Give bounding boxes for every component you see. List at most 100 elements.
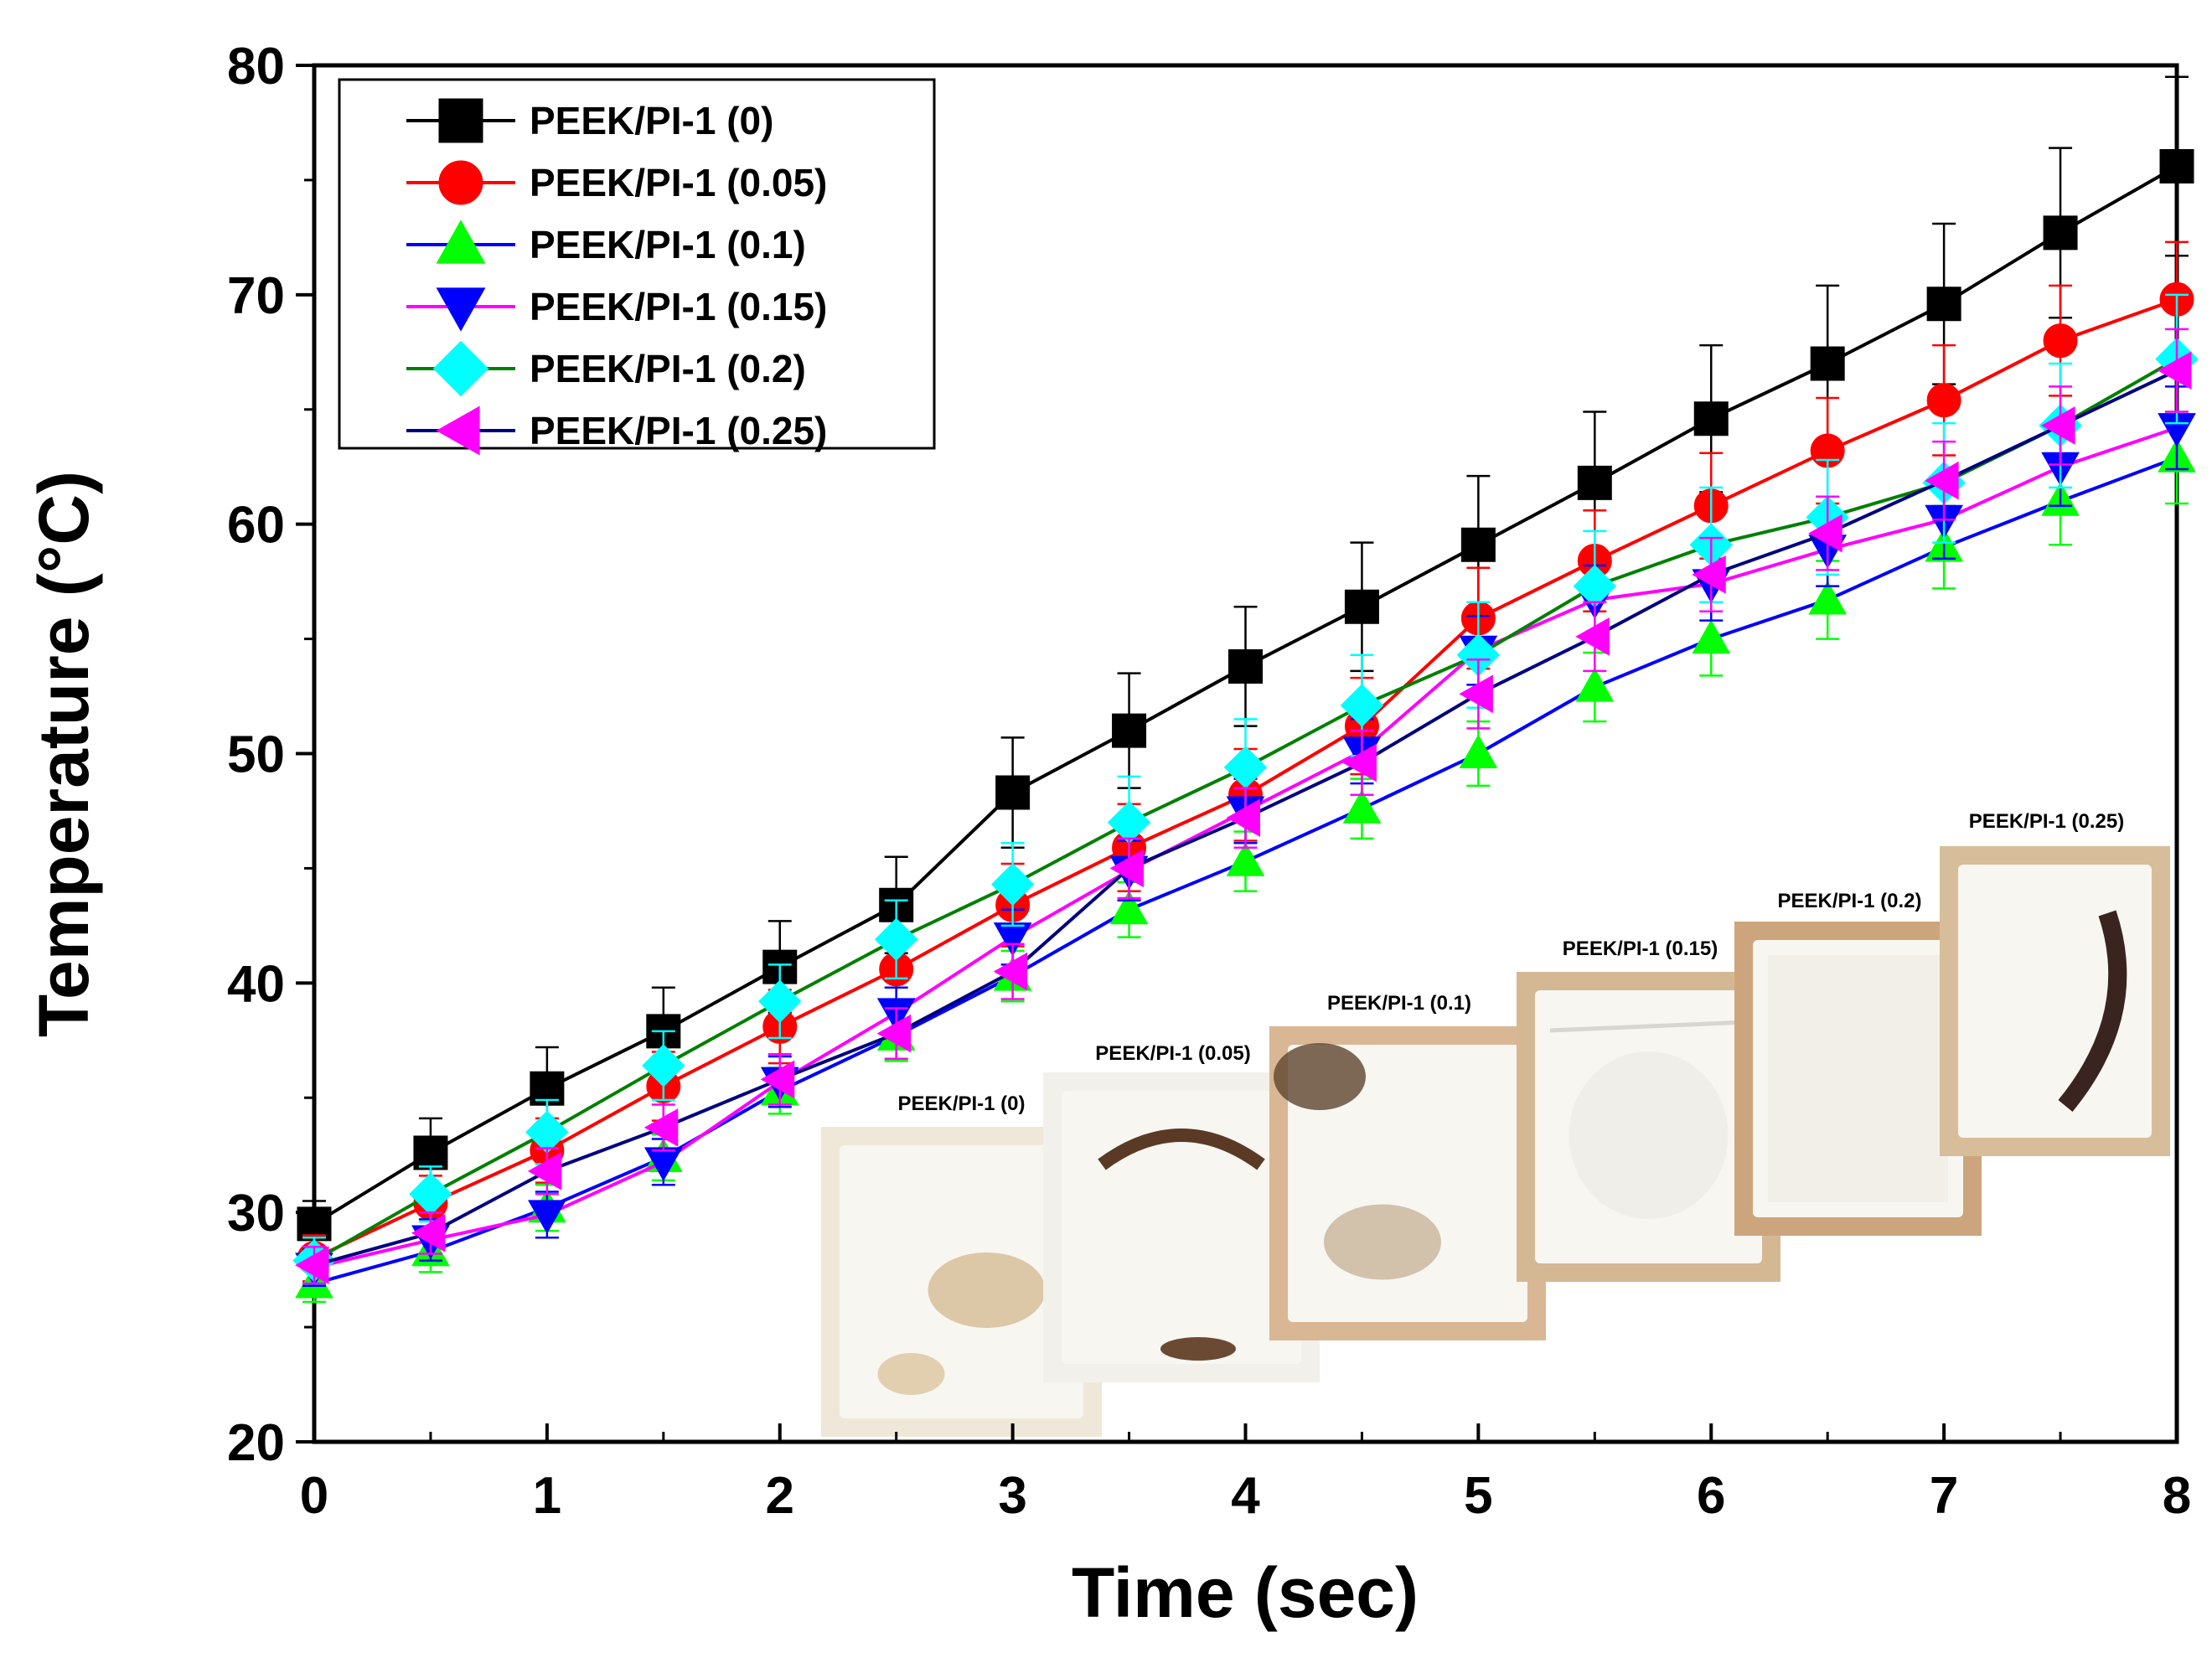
legend-entry: PEEK/PI-1 (0.05) [406,160,827,205]
sample-photo [1269,1026,1546,1340]
data-point [2043,323,2078,359]
legend-label: PEEK/PI-1 (0.1) [530,223,806,266]
data-point [1228,648,1263,684]
data-point [411,1213,446,1253]
data-point [1226,842,1265,876]
data-point [643,1108,679,1147]
y-tick-label: 40 [227,955,285,1013]
y-tick-label: 70 [227,267,285,325]
legend-marker [436,405,480,456]
y-tick-label: 60 [227,497,285,555]
x-tick-label: 3 [998,1467,1026,1525]
legend-marker [432,340,489,397]
data-point [294,1246,329,1285]
data-point [2043,215,2078,251]
data-point [993,952,1028,991]
data-point [1577,465,1612,500]
photo-label: PEEK/PI-1 (0.15) [1563,937,1718,960]
data-point [2159,148,2194,183]
data-point [1344,589,1379,624]
photo-label: PEEK/PI-1 (0.05) [1095,1042,1250,1065]
photo-label: PEEK/PI-1 (0.25) [1969,810,2124,833]
data-point [1575,668,1615,702]
photo-label: PEEK/PI-1 (0.2) [1777,890,1921,912]
y-tick-label: 30 [227,1185,285,1242]
data-point [1340,684,1384,727]
data-point [413,1135,448,1170]
data-point [1112,713,1147,748]
data-point [758,979,802,1023]
sample-photo [1940,846,2170,1156]
legend-label: PEEK/PI-1 (0.05) [530,161,827,204]
x-tick-label: 6 [1697,1467,1725,1525]
legend-label: PEEK/PI-1 (0.2) [530,347,806,390]
data-point [1342,743,1377,783]
data-point [1692,619,1731,654]
legend-marker [436,287,486,332]
x-tick-label: 8 [2163,1467,2191,1525]
data-point [530,1071,565,1106]
data-point [2157,351,2192,390]
y-axis-ticks: 20 30 40 50 60 70 80 [227,38,314,1472]
char-streak [2058,910,2127,1112]
legend-entry: PEEK/PI-1 (0.25) [406,405,827,456]
torn-area [1324,1204,1441,1280]
x-tick-label: 2 [766,1467,794,1525]
photo-label: PEEK/PI-1 (0.1) [1327,992,1471,1015]
y-axis-title: Temperature (°C) [24,471,103,1037]
chart-axes: 0 1 2 3 4 5 6 7 8 20 30 40 50 60 70 80 Time (sec) Temp… [24,38,2191,1632]
data-point [1926,287,1961,322]
sample-photos-inset: PEEK/PI-1 (0) PEEK/PI-1 (0.05) PEEK/PI-1 (… [821,810,2170,1437]
legend-box [338,78,936,450]
data-point [1109,890,1149,925]
data-point [1109,849,1145,888]
data-point [876,1014,912,1053]
y-tick-label: 50 [227,726,285,784]
x-tick-label: 5 [1464,1467,1492,1525]
legend-label: PEEK/PI-1 (0.25) [530,409,827,452]
legend-label: PEEK/PI-1 (0.15) [530,285,827,328]
legend-entry: PEEK/PI-1 (0) [406,98,773,143]
legend-marker [436,220,486,264]
data-point [1575,617,1610,656]
burn-hole [877,1353,945,1395]
x-axis-title: Time (sec) [1072,1553,1419,1632]
data-point [995,775,1031,810]
data-point [642,1044,685,1087]
x-tick-label: 1 [533,1467,561,1525]
data-point [1692,555,1726,594]
y-tick-label: 80 [227,38,285,96]
data-point [1226,798,1260,838]
series-0 [297,75,2194,1248]
legend-label: PEEK/PI-1 (0) [530,99,773,142]
char-spot [1274,1043,1366,1110]
char-arc [1098,1129,1265,1170]
data-point [1808,581,1848,615]
photo-label: PEEK/PI-1 (0) [897,1092,1025,1115]
data-point [990,862,1035,906]
x-axis-ticks: 0 1 2 3 4 5 6 7 8 [300,1423,2191,1525]
x-tick-label: 4 [1231,1467,1260,1525]
data-point [2041,406,2075,445]
legend-entry: PEEK/PI-1 (0.2) [406,340,806,397]
legend-marker [438,160,483,205]
y-tick-label: 20 [227,1414,285,1472]
legend-marker [438,98,483,143]
data-point [297,1206,332,1242]
x-tick-label: 0 [300,1467,328,1525]
burn-hole [928,1253,1046,1328]
x-tick-label: 7 [1930,1467,1958,1525]
data-point [1342,789,1382,824]
legend: PEEK/PI-1 (0) PEEK/PI-1 (0.05) PEEK/PI-1 (… [338,78,936,456]
data-point [1460,527,1496,562]
data-point [1926,383,1961,418]
data-point [1810,346,1845,381]
legend-entry: PEEK/PI-1 (0.1) [406,220,806,266]
data-point [1459,734,1498,768]
crease-line [1549,1020,1748,1033]
data-point [1693,401,1729,436]
char-spot [1160,1337,1236,1361]
film-sheet [1958,865,2152,1138]
